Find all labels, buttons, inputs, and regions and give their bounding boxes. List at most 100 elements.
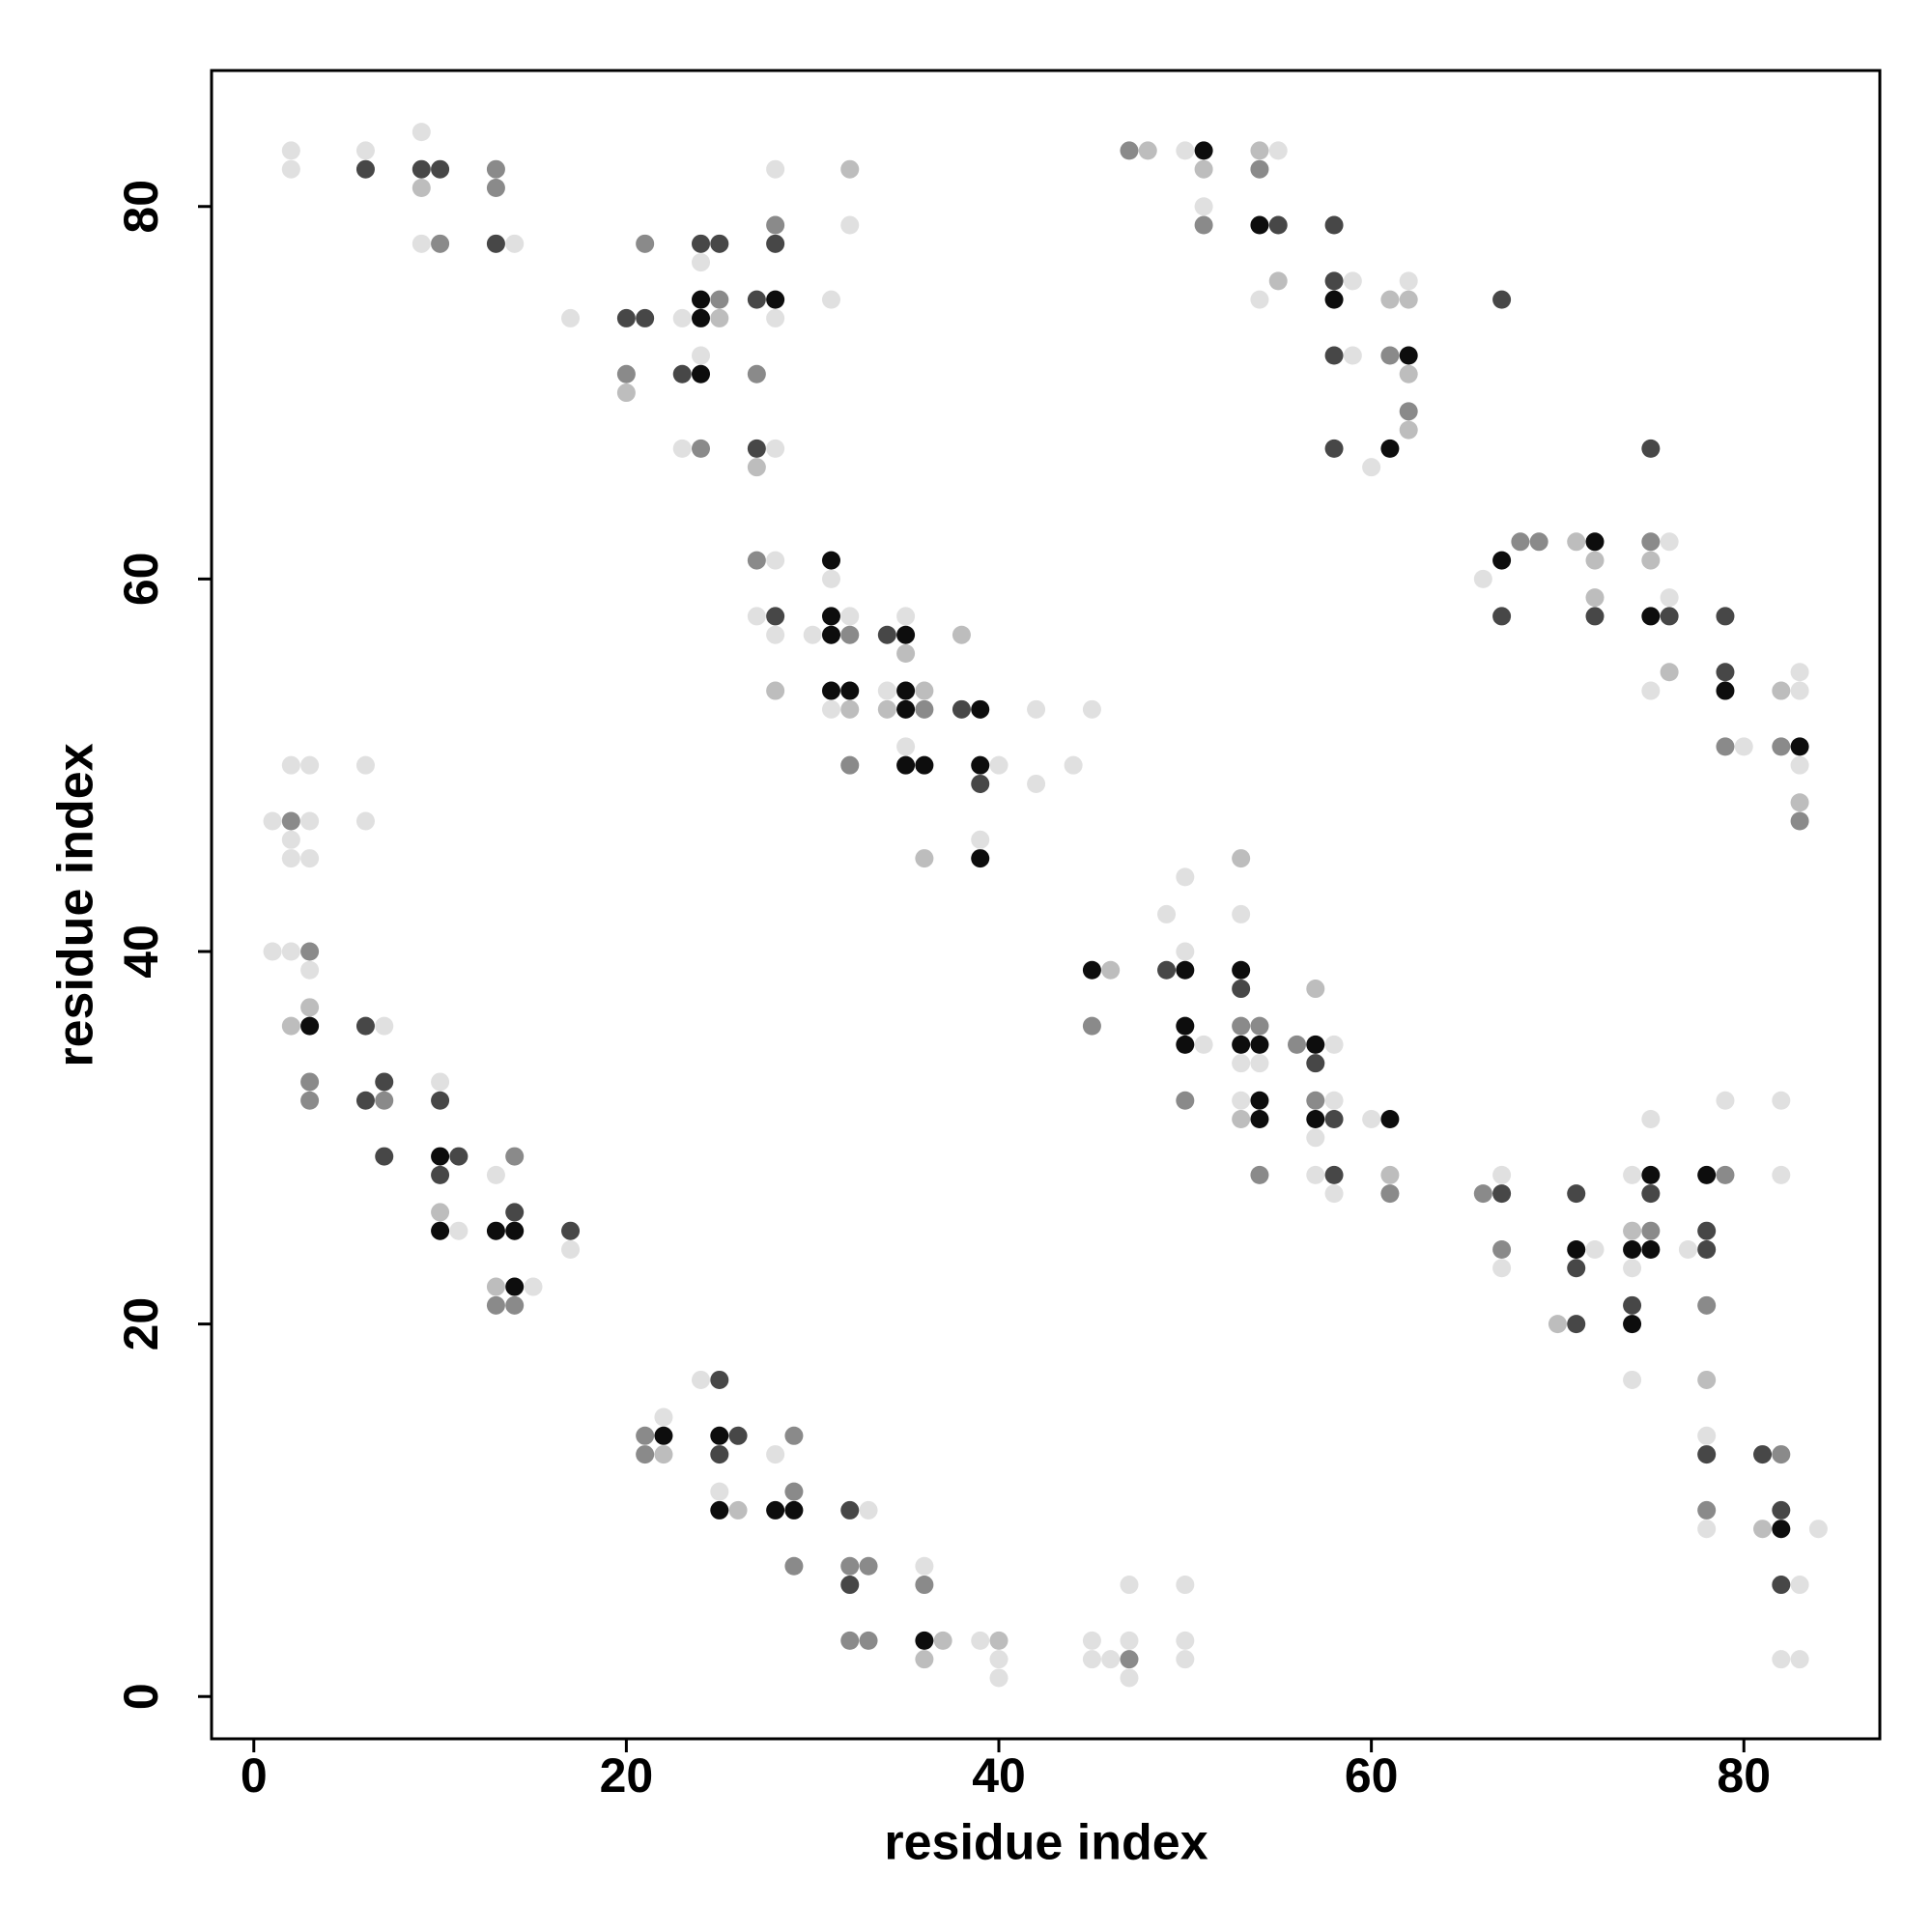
contact-point	[1082, 1631, 1101, 1650]
contact-point	[896, 625, 916, 644]
contact-point	[1697, 1221, 1717, 1240]
contact-point	[1306, 1054, 1325, 1073]
contact-point	[1716, 663, 1735, 682]
y-tick-label: 0	[114, 1683, 168, 1710]
contact-point	[505, 1203, 525, 1222]
contact-point	[1176, 867, 1195, 887]
contact-point	[1120, 1668, 1139, 1688]
contact-point	[1790, 793, 1809, 812]
contact-point	[1064, 755, 1083, 775]
contact-point	[692, 290, 711, 309]
contact-point	[1697, 1445, 1717, 1464]
contact-point	[840, 699, 860, 719]
contact-point	[1306, 1035, 1325, 1054]
contact-point	[1790, 737, 1809, 756]
contact-point	[1492, 290, 1512, 309]
contact-point	[505, 1221, 525, 1240]
contact-point	[375, 1091, 394, 1110]
contact-point	[1697, 1426, 1717, 1445]
contact-point	[1623, 1295, 1642, 1315]
contact-point	[524, 1277, 543, 1296]
contact-point	[1306, 1110, 1325, 1129]
contact-point	[672, 308, 692, 327]
contact-point	[1697, 1239, 1717, 1259]
contact-point	[859, 1500, 878, 1520]
contact-point	[766, 439, 785, 458]
contact-point	[486, 1277, 505, 1296]
contact-point	[840, 159, 860, 179]
contact-point	[300, 942, 320, 961]
contact-point	[821, 290, 840, 309]
contact-point	[915, 1650, 934, 1669]
y-tick-label: 40	[114, 924, 168, 979]
contact-point	[1324, 346, 1344, 365]
contact-point	[1027, 774, 1046, 793]
contact-point	[766, 159, 785, 179]
contact-point	[821, 551, 840, 570]
contact-point	[1324, 1165, 1344, 1184]
contact-point	[1641, 532, 1661, 552]
contact-point	[692, 364, 711, 384]
contact-point	[877, 625, 896, 644]
contact-point	[486, 234, 505, 253]
contact-point	[1641, 1239, 1661, 1259]
contact-point	[766, 290, 785, 309]
contact-point	[1343, 346, 1362, 365]
contact-point	[1697, 1165, 1717, 1184]
contact-point	[281, 811, 300, 831]
contact-point	[1772, 681, 1791, 700]
contact-point	[1585, 588, 1605, 608]
contact-point	[1790, 811, 1809, 831]
contact-point	[766, 681, 785, 700]
contact-point	[971, 1631, 990, 1650]
contact-point	[1585, 551, 1605, 570]
contact-point	[300, 849, 320, 868]
contact-point	[636, 308, 655, 327]
contact-point	[300, 998, 320, 1017]
contact-point	[821, 569, 840, 588]
contact-point	[281, 159, 300, 179]
contact-point	[1250, 215, 1269, 235]
contact-point	[1697, 1295, 1717, 1315]
contact-point	[692, 439, 711, 458]
contact-point	[281, 141, 300, 160]
contact-point	[486, 1165, 505, 1184]
contact-point	[1380, 346, 1400, 365]
contact-point	[1306, 1091, 1325, 1110]
contact-point	[1176, 1016, 1195, 1036]
contact-point	[486, 159, 505, 179]
contact-point	[1232, 980, 1251, 999]
contact-point	[710, 1482, 729, 1501]
contact-point	[1772, 1650, 1791, 1669]
contact-point	[1120, 141, 1139, 160]
contact-point	[355, 159, 375, 179]
contact-point	[1082, 699, 1101, 719]
x-tick-label: 0	[241, 1748, 268, 1803]
contact-point	[1790, 1576, 1809, 1595]
contact-point	[896, 699, 916, 719]
contact-point	[431, 1091, 450, 1110]
contact-point	[1399, 364, 1418, 384]
contact-point	[1716, 607, 1735, 626]
contact-point	[505, 1147, 525, 1166]
contact-point	[915, 1576, 934, 1595]
contact-point	[1176, 1650, 1195, 1669]
contact-point	[1250, 1165, 1269, 1184]
contact-point	[1268, 141, 1288, 160]
contact-point	[692, 234, 711, 253]
contact-point	[1232, 849, 1251, 868]
contact-point	[486, 1221, 505, 1240]
contact-point	[1176, 1035, 1195, 1054]
contact-point	[1492, 551, 1512, 570]
contact-point	[840, 1556, 860, 1576]
contact-point	[1623, 1165, 1642, 1184]
contact-point	[1790, 755, 1809, 775]
contact-point	[1623, 1315, 1642, 1334]
contact-point	[877, 699, 896, 719]
contact-point	[840, 1631, 860, 1650]
contact-point	[1232, 1054, 1251, 1073]
contact-point	[300, 1072, 320, 1092]
contact-point	[1157, 960, 1177, 980]
contact-point	[747, 458, 766, 477]
contact-point	[915, 755, 934, 775]
